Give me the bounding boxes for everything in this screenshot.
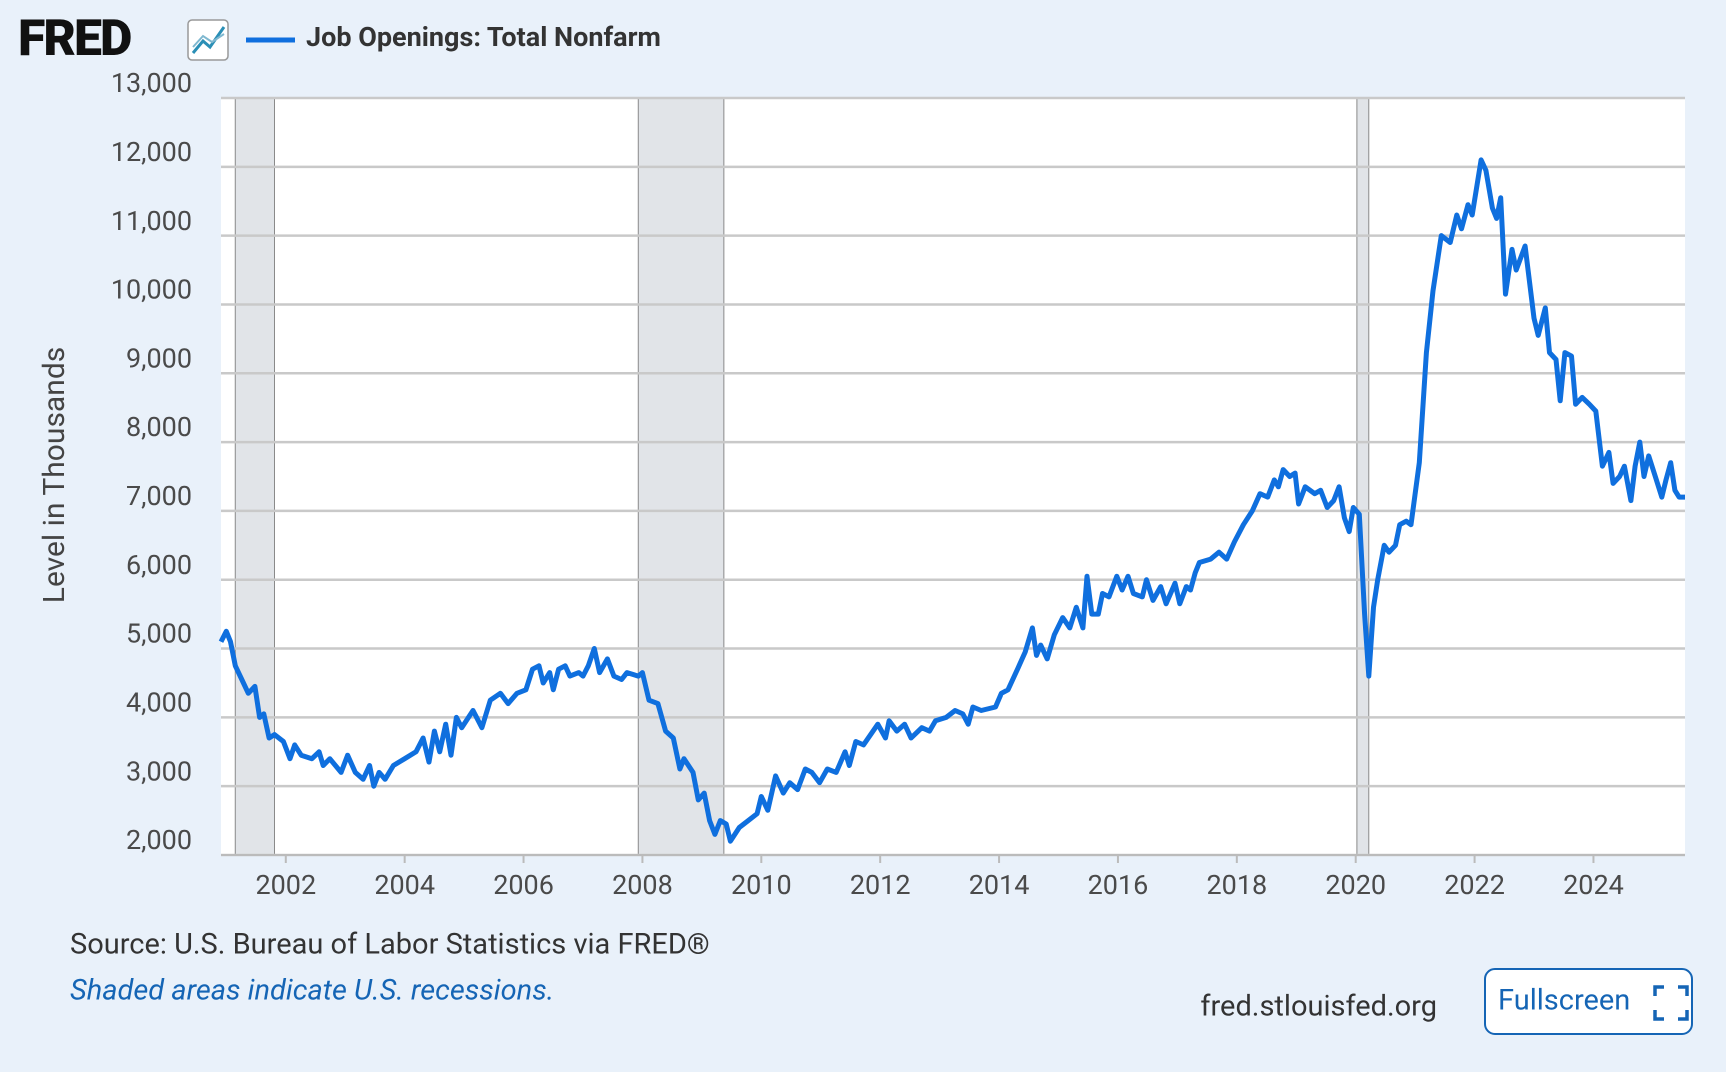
button-label[interactable]: Fullscreen <box>1498 984 1630 1018</box>
x-tick-label: 2022 <box>1444 869 1505 901</box>
x-tick-label: 2018 <box>1206 869 1267 901</box>
recession-note: Shaded areas indicate U.S. recessions. <box>70 974 554 1008</box>
legend-label: Job Openings: Total Nonfarm <box>306 21 661 53</box>
plot-area <box>221 98 1685 855</box>
x-tick-label: 2014 <box>969 869 1030 901</box>
y-axis-title: Level in Thousands <box>37 347 72 603</box>
y-tick-label: 8,000 <box>126 411 192 443</box>
y-tick-label: 6,000 <box>126 549 192 581</box>
logo: FRED <box>18 10 131 68</box>
y-tick-label: 3,000 <box>126 755 192 787</box>
fullscreen-button[interactable]: Fullscreen <box>1484 968 1693 1035</box>
series-line <box>218 157 1685 844</box>
x-tick-label: 2024 <box>1563 869 1624 901</box>
x-tick-label: 2008 <box>612 869 673 901</box>
recession-band <box>234 97 275 856</box>
x-tick-label: 2016 <box>1088 869 1149 901</box>
y-tick-label: 11,000 <box>111 205 192 237</box>
y-tick-label: 4,000 <box>126 686 192 718</box>
x-tick-label: 2002 <box>255 869 316 901</box>
y-tick-label: 7,000 <box>126 480 192 512</box>
logo-icon <box>187 19 229 61</box>
recession-band <box>1356 97 1370 856</box>
y-tick-label: 9,000 <box>126 342 192 374</box>
y-tick-label: 5,000 <box>126 618 192 650</box>
plot <box>218 96 1685 857</box>
y-tick-label: 12,000 <box>111 136 192 168</box>
y-tick-label: 2,000 <box>126 824 192 856</box>
x-tick-label: 2010 <box>731 869 792 901</box>
source: Source: U.S. Bureau of Labor Statistics … <box>70 928 710 962</box>
site-link: fred.stlouisfed.org <box>1200 990 1437 1024</box>
y-tick-label: 13,000 <box>111 67 192 99</box>
recession-band <box>637 97 725 856</box>
x-tick-label: 2012 <box>850 869 911 901</box>
x-tick-label: 2004 <box>374 869 435 901</box>
y-tick-label: 10,000 <box>111 274 192 306</box>
x-tick-label: 2020 <box>1325 869 1386 901</box>
x-tick-label: 2006 <box>493 869 554 901</box>
